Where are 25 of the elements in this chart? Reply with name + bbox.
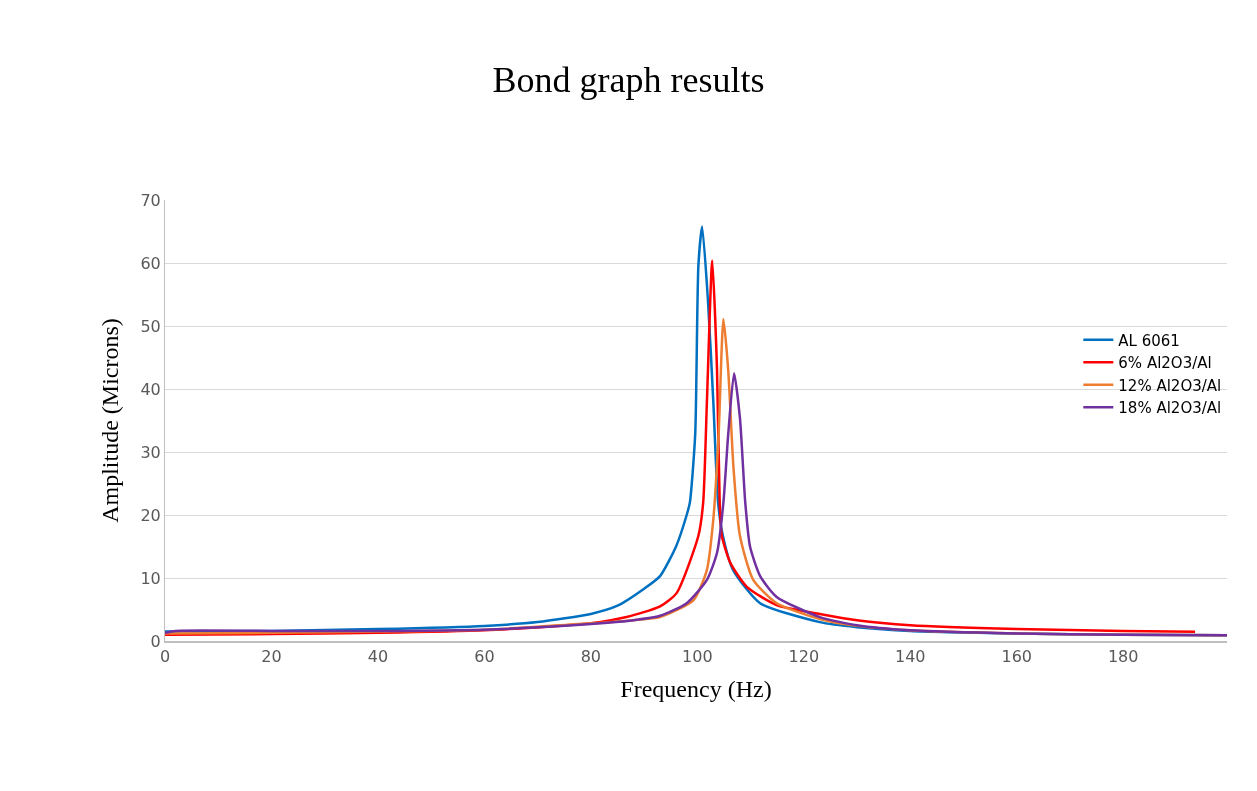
x-tick-label: 20 [261,647,282,667]
x-tick-label: 160 [1001,647,1032,667]
y-tick-label: 20 [140,505,161,525]
x-axis-title: Frequency (Hz) [620,676,772,702]
y-tick-label: 60 [140,253,161,273]
y-tick-label: 70 [140,190,161,210]
legend-label: 6% Al2O3/Al [1118,354,1212,373]
y-tick-label: 40 [140,379,161,399]
legend-label: 18% Al2O3/Al [1118,399,1222,418]
x-tick-label: 180 [1107,647,1139,667]
legend-label: AL 6061 [1118,331,1180,350]
y-tick-label: 0 [150,631,161,651]
x-tick-label: 60 [474,647,495,667]
x-tick-label: 80 [580,647,602,667]
x-tick-label: 40 [367,647,389,667]
y-tick-label: 30 [140,442,161,462]
legend-label: 12% Al2O3/Al [1118,376,1222,395]
line-series [165,372,1227,637]
y-tick-label: 50 [140,316,161,336]
x-tick-label: 140 [894,647,926,667]
x-tick-label: 120 [788,647,820,667]
y-tick-label: 10 [140,568,161,588]
x-tick-label: 100 [682,647,713,667]
chart-title: Bond graph results [492,59,765,100]
y-axis-title: Amplitude (Microns) [96,318,123,523]
